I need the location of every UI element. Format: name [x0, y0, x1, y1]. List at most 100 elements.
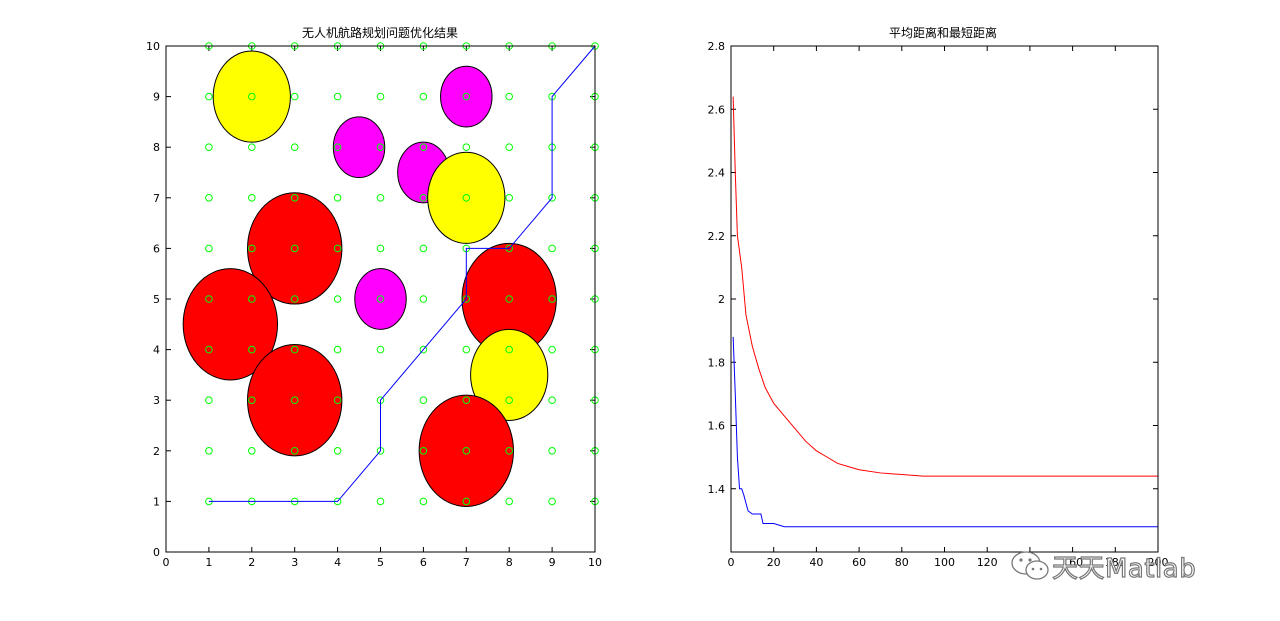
grid-point [290, 295, 299, 303]
grid-point [419, 345, 428, 354]
grid-point [248, 295, 256, 303]
grid-point [205, 92, 213, 101]
right-x-tick-label: 80 [895, 556, 909, 569]
right-x-tick-label: 20 [767, 556, 781, 569]
left-chart-obstacles [182, 50, 557, 507]
grid-point [248, 244, 256, 253]
left-y-tick-label: 7 [153, 192, 160, 205]
grid-point [419, 92, 428, 101]
grid-point [376, 345, 385, 354]
grid-point [333, 295, 342, 303]
grid-point [462, 396, 471, 405]
grid-point [205, 396, 213, 405]
right-x-tick-label: 0 [728, 556, 735, 569]
grid-point [333, 244, 342, 253]
grid-point [462, 447, 471, 455]
obstacle-circle [440, 65, 493, 128]
obstacle-circle [212, 50, 291, 143]
watermark: 天天Matlab [1010, 544, 1250, 588]
grid-point [248, 194, 256, 202]
right-x-tick-label: 60 [852, 556, 866, 569]
grid-point [290, 143, 299, 151]
grid-point [419, 143, 428, 151]
grid-point [376, 194, 385, 202]
grid-point [505, 497, 514, 506]
grid-point [419, 194, 428, 202]
grid-point [462, 497, 471, 506]
obstacle-circle [418, 394, 514, 507]
grid-point [376, 295, 385, 303]
grid-point [333, 143, 342, 151]
left-y-tick-label: 10 [146, 40, 160, 53]
left-y-tick-label: 0 [153, 546, 160, 559]
right-chart-frame [730, 45, 1159, 553]
grid-point [505, 345, 514, 354]
left-y-tick-label: 5 [153, 293, 160, 306]
grid-point [290, 244, 299, 253]
grid-point [462, 143, 471, 151]
right-y-tick-label: 1.4 [708, 483, 726, 496]
series-line [732, 336, 1158, 528]
left-y-tick-label: 8 [153, 141, 160, 154]
left-chart-frame [165, 45, 596, 553]
grid-point [505, 194, 514, 202]
grid-point [548, 345, 556, 354]
left-y-tick-label: 6 [153, 242, 160, 255]
grid-point [205, 295, 213, 303]
grid-point [419, 447, 428, 455]
left-x-tick-label: 2 [248, 556, 255, 569]
right-chart-series [732, 96, 1158, 528]
grid-point [333, 194, 342, 202]
grid-point [333, 447, 342, 455]
obstacle-circle [247, 344, 343, 457]
right-x-tick-label: 180 [1105, 556, 1126, 569]
grid-point [548, 447, 556, 455]
right-y-tick-label: 2.2 [708, 230, 726, 243]
grid-point [505, 92, 514, 101]
watermark-text: 天天Matlab [1051, 553, 1197, 584]
left-chart: 无人机航路规划问题优化结果 0 1 2 3 4 5 6 7 8 9 10 0 1 2 3 4 5 6 7 8 9 10 [146, 25, 602, 569]
left-y-tick-label: 1 [153, 495, 160, 508]
grid-point [248, 345, 256, 354]
left-x-tick-label: 7 [463, 556, 470, 569]
left-y-tick-label: 3 [153, 394, 160, 407]
grid-point [290, 194, 299, 202]
left-x-tick-label: 8 [506, 556, 513, 569]
right-chart-ticks: 0204060801001201401601802001.41.61.822.2… [708, 40, 1169, 569]
left-chart-route-path [208, 45, 596, 502]
right-y-tick-label: 2.8 [708, 40, 726, 53]
grid-point [248, 396, 256, 405]
left-y-tick-label: 9 [153, 91, 160, 104]
obstacle-circle [354, 268, 407, 330]
grid-point [248, 143, 256, 151]
grid-point [419, 396, 428, 405]
grid-point [505, 143, 514, 151]
grid-point [548, 295, 556, 303]
right-y-tick-label: 1.6 [708, 420, 726, 433]
grid-point [505, 396, 514, 405]
grid-point [333, 92, 342, 101]
grid-point [248, 447, 256, 455]
right-x-tick-label: 200 [1148, 556, 1169, 569]
right-y-tick-label: 2.6 [708, 103, 726, 116]
obstacle-circle [247, 192, 343, 305]
grid-point [376, 497, 385, 506]
grid-point [290, 447, 299, 455]
grid-point [333, 396, 342, 405]
grid-point [290, 92, 299, 101]
right-chart: 平均距离和最短距离 0204060801001201401601802001.4… [708, 25, 1169, 569]
grid-point [419, 295, 428, 303]
left-x-tick-label: 3 [291, 556, 298, 569]
grid-point [205, 194, 213, 202]
obstacle-circle [427, 151, 506, 244]
grid-point [290, 345, 299, 354]
grid-point [462, 92, 471, 101]
grid-point [548, 497, 556, 506]
right-x-tick-label: 100 [934, 556, 955, 569]
grid-point [248, 92, 256, 101]
grid-point [548, 244, 556, 253]
grid-point [376, 143, 385, 151]
grid-point [205, 345, 213, 354]
grid-point [505, 295, 514, 303]
